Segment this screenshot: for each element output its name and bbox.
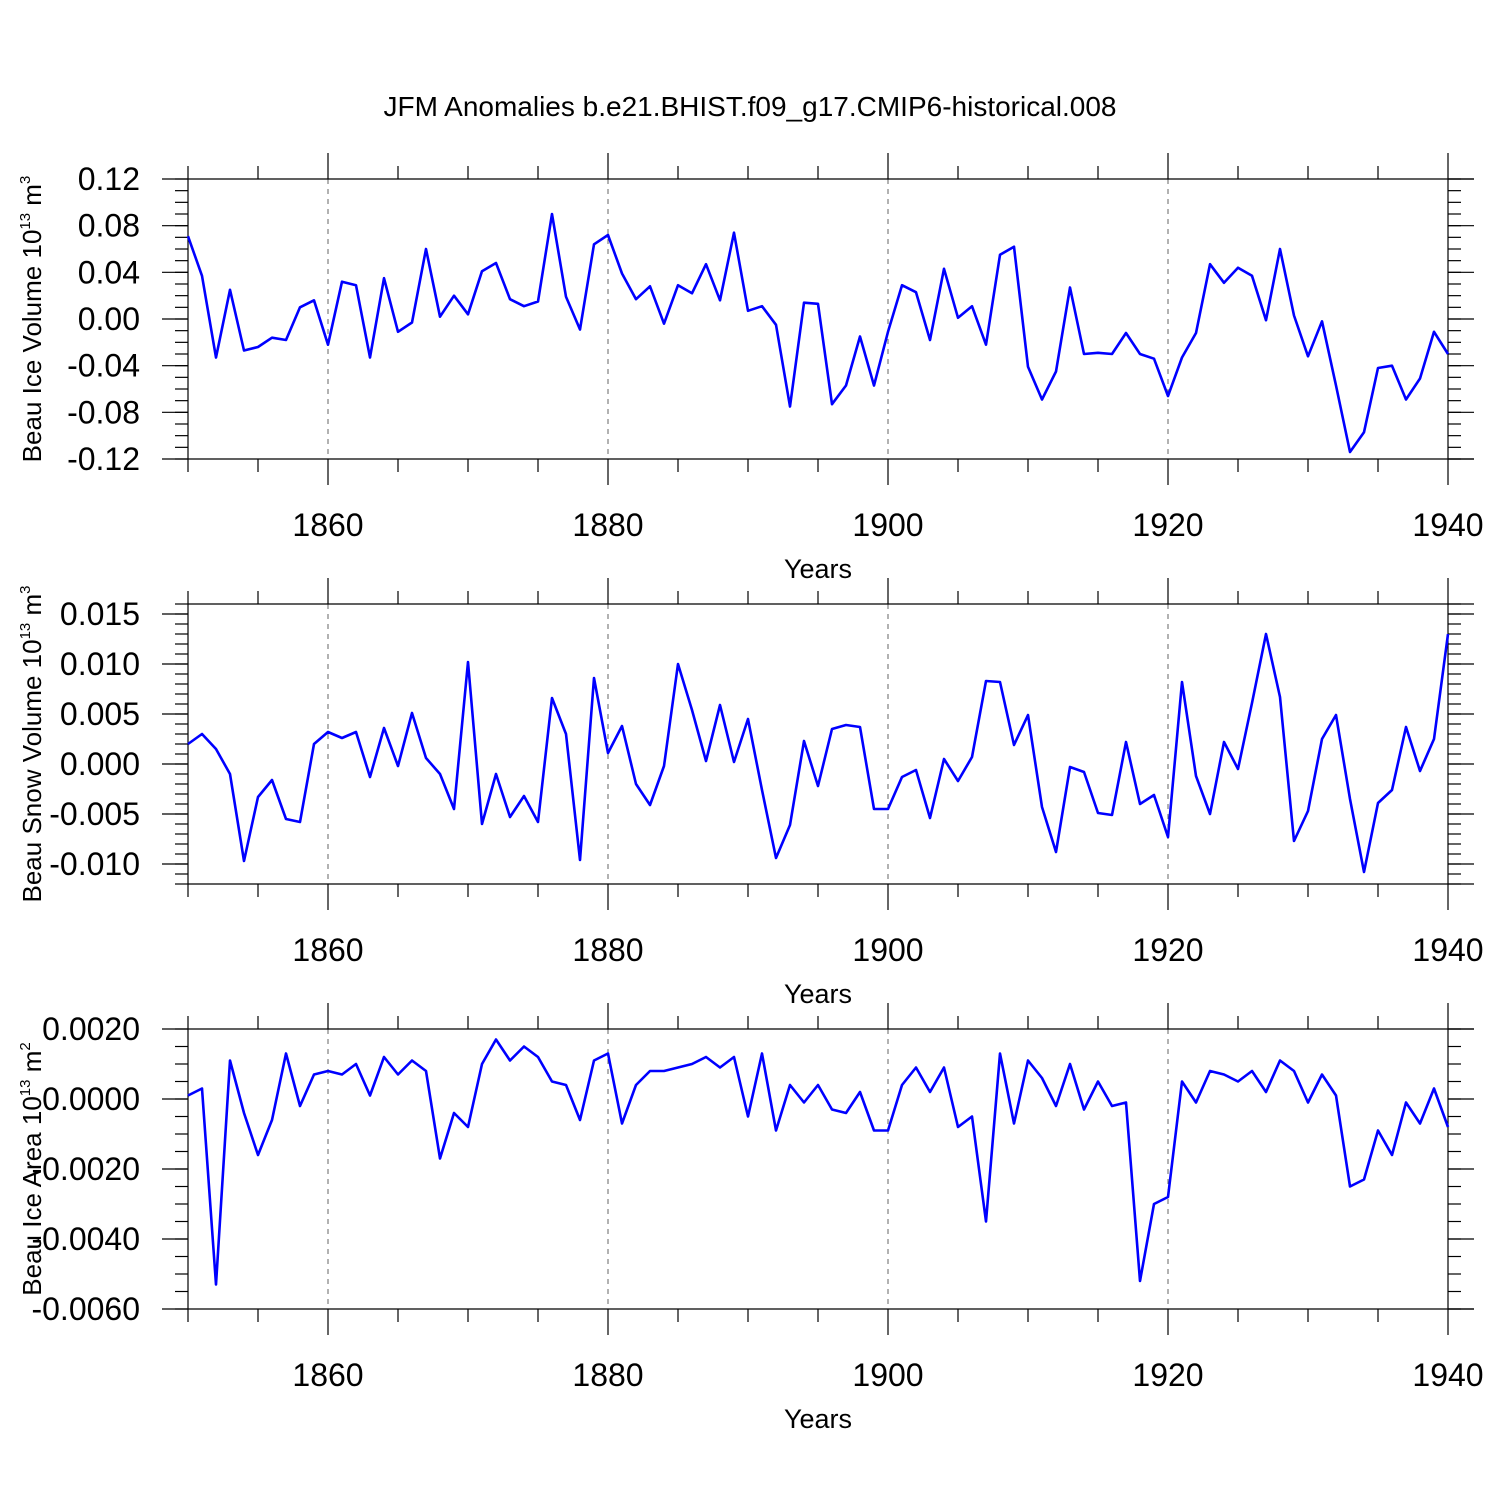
x-tick-label: 1860 [292, 932, 363, 968]
y-tick-label: 0.12 [78, 161, 140, 197]
x-axis-label: Years [784, 979, 852, 1009]
y-tick-label: 0.015 [60, 596, 140, 632]
x-tick-label: 1860 [292, 1357, 363, 1393]
x-tick-label: 1940 [1412, 507, 1483, 543]
y-tick-label: -0.0020 [31, 1151, 140, 1187]
y-tick-label: -0.005 [49, 796, 140, 832]
y-tick-label: -0.04 [67, 348, 140, 384]
x-tick-label: 1900 [852, 932, 923, 968]
y-tick-label: 0.0020 [42, 1011, 140, 1047]
y-tick-label: 0.00 [78, 301, 140, 337]
y-axis-label: Beau Ice Area 1013 m2 [17, 1042, 47, 1295]
panel-snow-volume: -0.010 -0.005 0.000 0.005 0.010 0.015 1860 1880… [17, 578, 1484, 1009]
y-tick-label: -0.12 [67, 441, 140, 477]
x-tick-label: 1920 [1132, 1357, 1203, 1393]
y-tick-label: -0.08 [67, 394, 140, 430]
series-line [186, 212, 1450, 454]
x-tick-label: 1880 [572, 1357, 643, 1393]
chart-title: JFM Anomalies b.e21.BHIST.f09_g17.CMIP6-… [383, 91, 1116, 122]
y-axis-label: Beau Ice Volume 1013 m3 [17, 176, 47, 463]
panel-ice-area: -0.0060 -0.0040 -0.0020 0.0000 0.0020 1860 188… [17, 1003, 1484, 1434]
x-tick-label: 1920 [1132, 507, 1203, 543]
y-tick-label: 0.08 [78, 208, 140, 244]
x-tick-label: 1880 [572, 507, 643, 543]
y-tick-label: -0.0060 [31, 1291, 140, 1327]
y-tick-label: 0.010 [60, 646, 140, 682]
x-axis-label: Years [784, 1404, 852, 1434]
x-tick-label: 1900 [852, 507, 923, 543]
y-tick-label: 0.005 [60, 696, 140, 732]
x-tick-label: 1940 [1412, 1357, 1483, 1393]
x-tick-label: 1900 [852, 1357, 923, 1393]
y-tick-label: 0.04 [78, 254, 140, 290]
series-line [187, 1038, 1450, 1286]
x-tick-label: 1860 [292, 507, 363, 543]
x-tick-label: 1940 [1412, 932, 1483, 968]
x-axis-label: Years [784, 554, 852, 584]
x-tick-label: 1920 [1132, 932, 1203, 968]
panel-ice-volume: -0.12 -0.08 -0.04 0.00 0.04 0.08 0.12 1860 1880 1… [17, 153, 1484, 584]
y-axis-label: Beau Snow Volume 1013 m3 [17, 586, 47, 903]
series-line [187, 632, 1450, 874]
x-tick-label: 1880 [572, 932, 643, 968]
y-tick-label: 0.0000 [42, 1081, 140, 1117]
y-tick-label: -0.010 [49, 846, 140, 882]
y-tick-label: -0.0040 [31, 1221, 140, 1257]
y-tick-label: 0.000 [60, 746, 140, 782]
